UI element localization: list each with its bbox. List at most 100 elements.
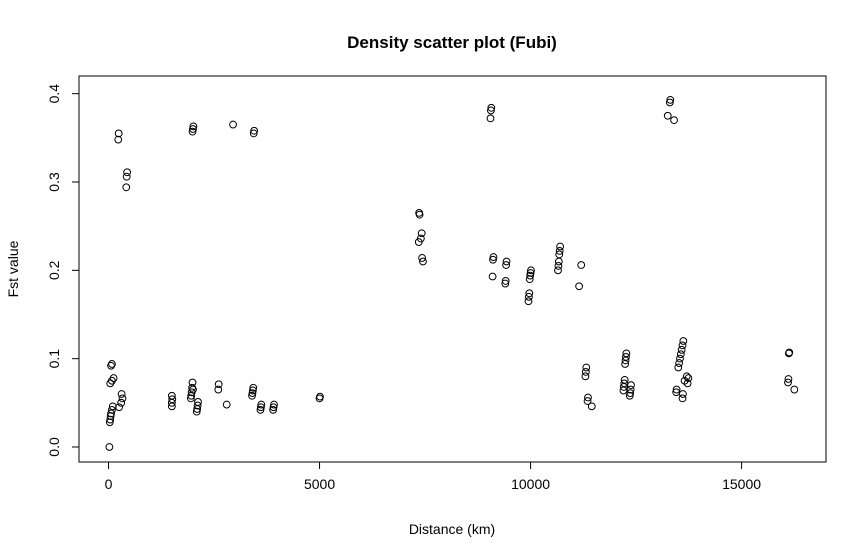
data-point: [683, 379, 692, 388]
data-point: [186, 394, 195, 403]
data-point: [416, 234, 425, 243]
x-axis: 0 5000 10000 15000: [105, 461, 761, 492]
data-point: [115, 403, 123, 412]
data-point: [527, 266, 535, 275]
data-point: [269, 405, 278, 414]
data-point: [249, 129, 258, 138]
data-point: [222, 400, 231, 409]
data-point: [622, 352, 630, 361]
data-point: [525, 289, 534, 298]
data-point: [581, 368, 590, 376]
data-point: [526, 269, 535, 277]
data-point: [666, 95, 675, 104]
data-point: [256, 405, 265, 414]
data-point: [418, 254, 427, 262]
data-point: [672, 385, 681, 394]
data-point: [193, 401, 202, 410]
data-point: [229, 120, 237, 129]
data-point: [106, 415, 115, 424]
data-point: [790, 385, 799, 394]
data-point: [677, 345, 686, 354]
data-point: [678, 341, 687, 350]
data-point: [316, 392, 324, 401]
data-point: [107, 409, 115, 418]
data-point: [524, 297, 533, 306]
y-axis: 0.0 0.1 0.2 0.3 0.4: [46, 84, 80, 457]
data-point: [256, 403, 265, 412]
data-point: [257, 400, 266, 409]
y-tick-label: 0.3: [46, 172, 62, 192]
data-point: [555, 250, 564, 259]
data-point: [122, 172, 131, 181]
x-axis-label: Distance (km): [409, 521, 495, 537]
data-point: [582, 363, 591, 372]
data-point: [670, 116, 678, 125]
y-tick-label: 0.2: [46, 260, 62, 280]
data-point: [415, 210, 424, 219]
data-point: [487, 103, 496, 112]
data-point: [108, 405, 116, 414]
x-tick-label: 15000: [722, 476, 761, 492]
plot-frame: [78, 75, 827, 463]
data-point: [189, 122, 198, 131]
data-point: [620, 375, 629, 384]
data-point: [502, 257, 511, 266]
data-point: [189, 125, 197, 133]
data-point: [524, 292, 533, 301]
data-point: [118, 394, 127, 403]
x-tick-label: 10000: [511, 476, 550, 492]
data-point: [663, 111, 672, 120]
data-point: [784, 375, 793, 383]
data-point: [626, 385, 635, 394]
data-point: [168, 395, 177, 404]
data-point: [249, 383, 258, 392]
chart-title: Density scatter plot (Fubi): [347, 33, 557, 52]
y-tick-label: 0.4: [46, 84, 62, 104]
data-point: [114, 129, 123, 138]
data-point: [105, 418, 114, 427]
data-point: [784, 378, 792, 387]
data-point: [489, 255, 497, 264]
data-point: [554, 257, 563, 266]
data-point: [665, 98, 674, 107]
data-point: [626, 389, 635, 398]
y-axis-label: Fst value: [5, 240, 21, 297]
data-point: [248, 389, 257, 398]
data-point: [248, 391, 256, 400]
data-point: [248, 386, 257, 395]
data-point: [676, 354, 684, 363]
data-point: [577, 261, 586, 269]
data-point: [109, 374, 118, 382]
data-point: [502, 261, 510, 269]
data-point: [117, 390, 126, 398]
data-point: [194, 398, 202, 406]
data-point: [625, 391, 634, 400]
data-point: [487, 106, 495, 115]
data-point: [419, 257, 427, 266]
data-point: [684, 374, 693, 382]
data-point: [188, 127, 197, 136]
data-point: [122, 183, 131, 192]
data-point: [486, 114, 495, 123]
data-point: [622, 349, 631, 358]
x-tick-label: 5000: [304, 476, 335, 492]
x-tick-label: 0: [105, 476, 113, 492]
data-point: [575, 282, 584, 291]
data-point: [250, 126, 259, 135]
data-point: [108, 360, 116, 368]
data-point: [117, 398, 126, 407]
data-point: [679, 390, 687, 398]
data-point: [214, 385, 223, 394]
data-point: [188, 383, 197, 392]
data-point: [269, 403, 278, 412]
data-point: [785, 348, 794, 357]
data-point: [214, 380, 223, 389]
y-tick-label: 0.1: [46, 349, 62, 369]
data-point: [676, 350, 685, 359]
data-point: [587, 402, 596, 411]
data-point: [488, 272, 497, 281]
data-point: [501, 277, 510, 285]
data-point: [555, 246, 564, 255]
data-point: [584, 393, 592, 402]
